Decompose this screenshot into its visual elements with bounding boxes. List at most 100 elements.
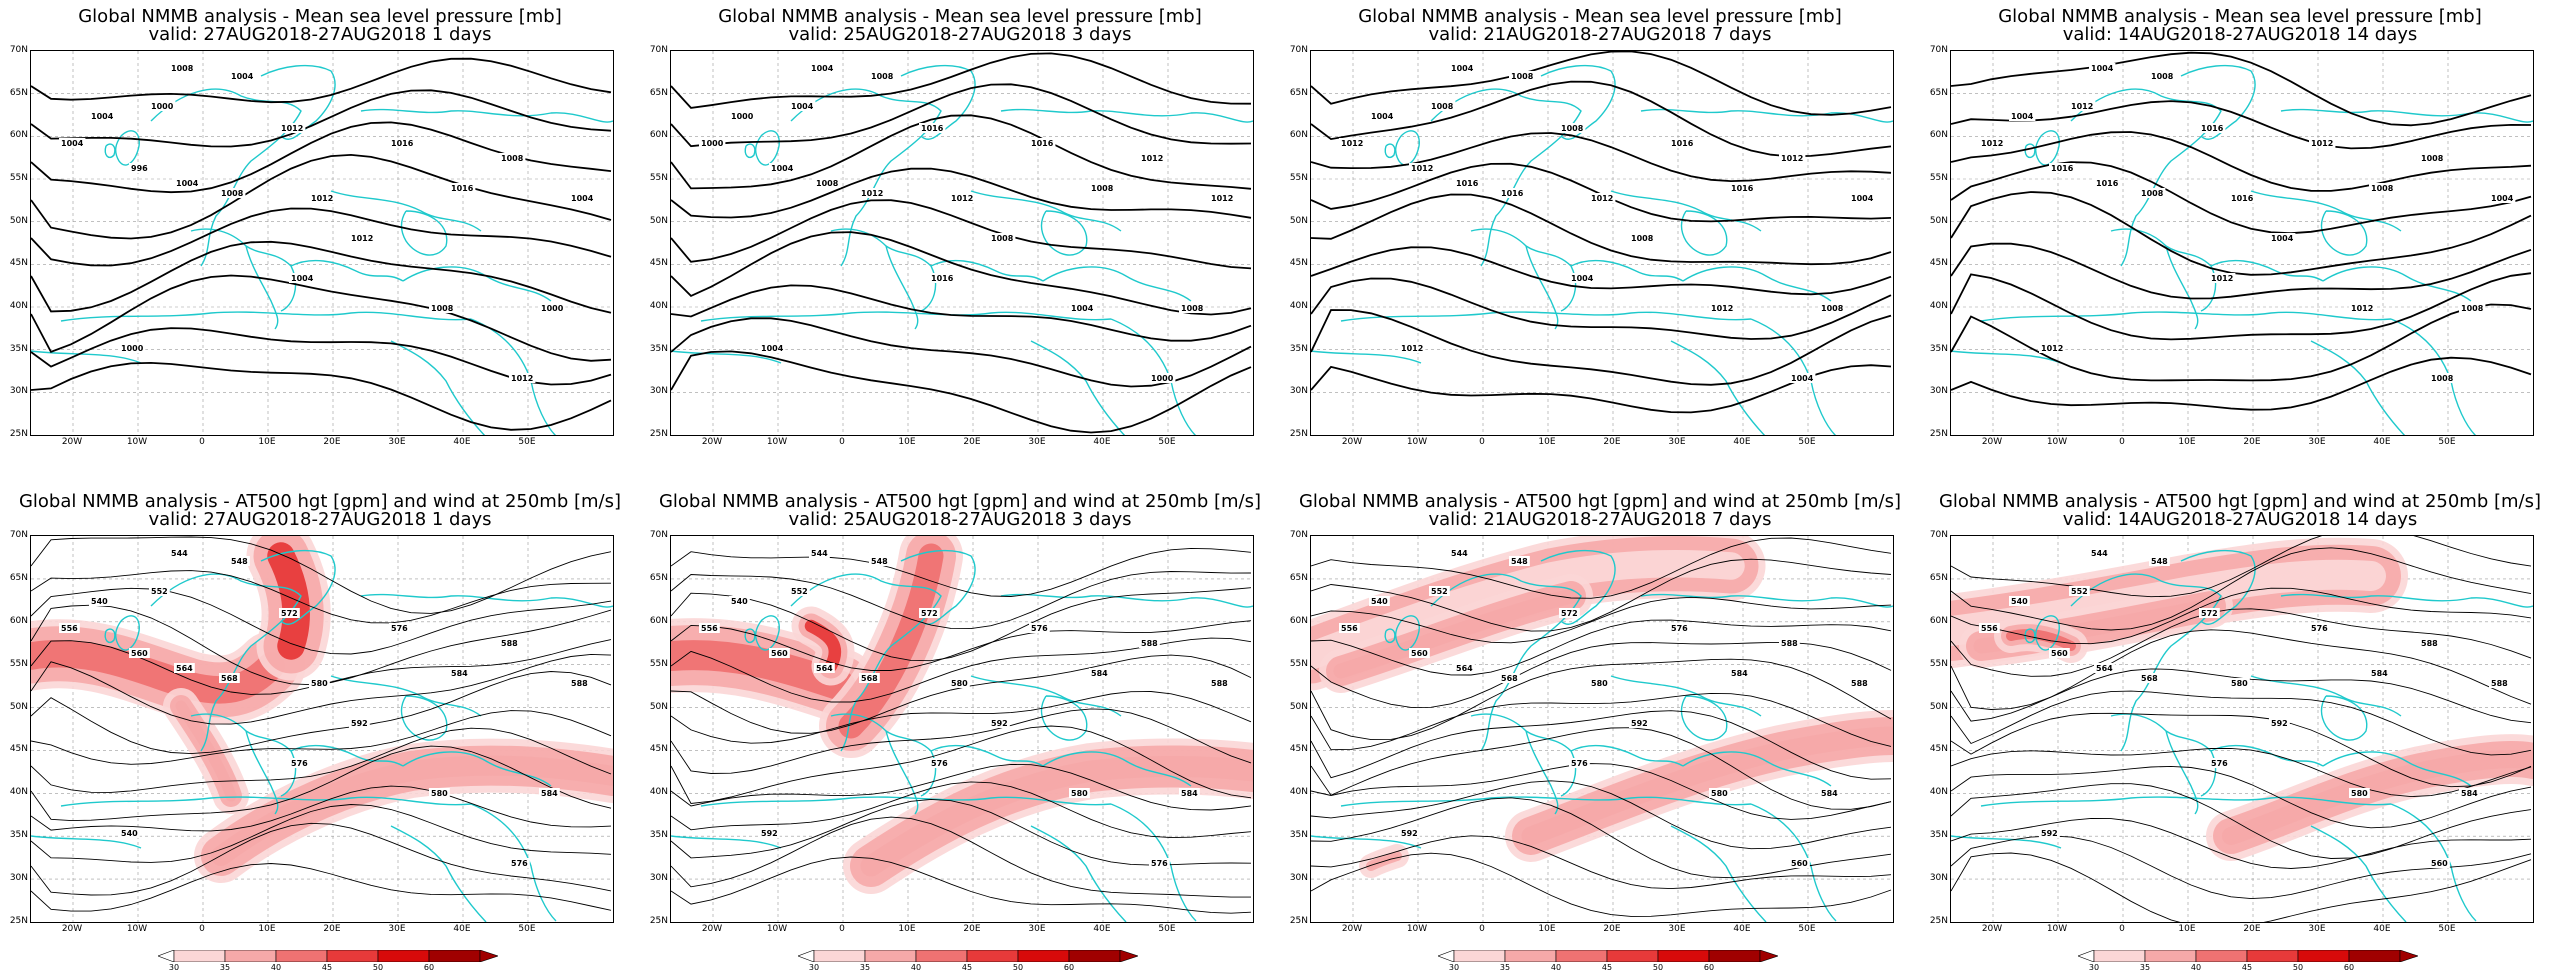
contour-lines [31, 536, 612, 912]
panel-valid-period: valid: 14AUG2018-27AUG2018 14 days [2062, 24, 2418, 45]
contour-label: 572 [281, 609, 298, 618]
contour-label: 1008 [871, 72, 894, 81]
contour-lines [1311, 51, 1892, 414]
contour-label: 1016 [1456, 179, 1479, 188]
lat-tick-label: 45N [9, 258, 28, 269]
lat-tick-label: 30N [649, 873, 668, 884]
contour-label: 572 [2201, 609, 2218, 618]
contour-label: 1000 [541, 304, 564, 313]
lat-tick-label: 50N [9, 701, 28, 712]
contour-label: 580 [2231, 679, 2248, 688]
lat-tick-label: 30N [1289, 386, 1308, 397]
contour-label: 1008 [2141, 189, 2164, 198]
lon-tick-label: 20E [963, 924, 981, 934]
lon-tick-label: 0 [2119, 924, 2125, 934]
contour-labels: 540 544 548 552 556 560 564 568 572 576 580 584 588 5… [699, 548, 1230, 868]
contour-label: 1004 [2091, 64, 2114, 73]
lon-tick-label: 30E [2308, 924, 2326, 934]
map-panel-mslp-1d: Global NMMB analysis - Mean sea level pr… [0, 0, 640, 480]
colorbar-tick-label: 40 [1550, 963, 1562, 972]
colorbar-tick-label: 30 [808, 963, 820, 972]
panel-valid-period: valid: 21AUG2018-27AUG2018 7 days [1428, 24, 1772, 45]
wind-colorbar [798, 950, 1138, 962]
contour-label: 1000 [701, 139, 724, 148]
contour-label: 1008 [2461, 304, 2484, 313]
lon-tick-label: 50E [1798, 924, 1816, 934]
lat-tick-label: 40N [9, 787, 28, 798]
lat-tick-label: 45N [649, 744, 668, 755]
lon-tick-label: 10W [126, 437, 148, 447]
contour-label: 1012 [2071, 102, 2093, 111]
jet-wind-shading [31, 536, 613, 883]
contour-label: 1012 [2211, 274, 2233, 283]
colorbar-tick-label: 45 [321, 963, 333, 972]
contour-label: 1008 [1561, 124, 1584, 133]
lon-tick-label: 50E [1158, 924, 1176, 934]
lat-tick-label: 65N [1929, 572, 1948, 583]
contour-label: 1012 [2311, 139, 2333, 148]
contour-label: 1012 [861, 189, 883, 198]
contour-label: 568 [2141, 674, 2158, 683]
contour-label: 1012 [1341, 139, 1363, 148]
contour-label: 560 [2051, 649, 2068, 658]
contour-label: 1012 [1211, 194, 1233, 203]
lat-tick-label: 30N [9, 873, 28, 884]
contour-label: 544 [171, 549, 188, 558]
colorbar-tick-label: 35 [2139, 963, 2151, 972]
contour-label: 1004 [61, 139, 84, 148]
lat-tick-label: 55N [1929, 658, 1948, 669]
contour-label: 576 [511, 859, 528, 868]
contour-label: 588 [2491, 679, 2508, 688]
coastlines [671, 64, 1253, 435]
lon-tick-label: 20E [2243, 437, 2261, 447]
contour-label: 564 [176, 664, 193, 673]
lat-tick-label: 65N [9, 87, 28, 98]
contour-label: 572 [1561, 609, 1578, 618]
contour-labels: 540 544 548 552 556 560 564 568 572 576 580 584 588 5… [1979, 548, 2510, 868]
contour-label: 580 [951, 679, 968, 688]
contour-label: 540 [731, 597, 748, 606]
contour-label: 1008 [2371, 184, 2394, 193]
lon-tick-label: 50E [518, 924, 536, 934]
contour-label: 540 [121, 829, 138, 838]
contour-label: 1016 [1731, 184, 1754, 193]
contour-label: 588 [1851, 679, 1868, 688]
panel-title: Global NMMB analysis - AT500 hgt [gpm] a… [1938, 491, 2542, 512]
lon-tick-label: 30E [1028, 924, 1046, 934]
lon-tick-label: 10W [766, 437, 788, 447]
lat-tick-label: 70N [1929, 530, 1948, 540]
lat-tick-label: 70N [9, 530, 28, 540]
jet-wind-shading [1311, 536, 1893, 878]
colorbar-tick-label: 30 [1448, 963, 1460, 972]
lon-tick-label: 20E [2243, 924, 2261, 934]
lon-tick-label: 10W [126, 924, 148, 934]
colorbar-tick-label: 60 [1703, 963, 1715, 972]
lat-tick-label: 45N [1929, 744, 1948, 755]
colorbar-tick-label: 60 [2343, 963, 2355, 972]
contour-label: 584 [1091, 669, 1108, 678]
coastlines [1951, 64, 2533, 435]
contour-labels: 1000 1004 1008 1004 1000 1004 1008 1012 1016 1016… [699, 63, 1236, 383]
contour-label: 1004 [291, 274, 314, 283]
contour-label: 1008 [2421, 154, 2444, 163]
contour-label: 560 [1791, 859, 1808, 868]
map-panel-mslp-7d: Global NMMB analysis - Mean sea level pr… [1280, 0, 1920, 480]
lon-tick-label: 10E [258, 924, 276, 934]
lon-tick-label: 30E [1668, 924, 1686, 934]
contour-label: 1016 [2096, 179, 2119, 188]
contour-label: 580 [2351, 789, 2368, 798]
lon-tick-label: 10W [2046, 437, 2068, 447]
contour-label: 1012 [2041, 344, 2063, 353]
lat-tick-label: 25N [649, 429, 668, 439]
lat-tick-label: 65N [649, 87, 668, 98]
contour-label: 568 [221, 674, 238, 683]
contour-labels: 1004 1004 1008 1012 1012 1016 1016 1008 1016 1012… [1979, 63, 2516, 383]
lon-tick-label: 0 [839, 437, 845, 447]
lat-tick-label: 40N [1929, 301, 1948, 311]
lon-tick-label: 30E [388, 924, 406, 934]
contour-label: 1012 [1401, 344, 1423, 353]
graticule [671, 51, 1253, 435]
contour-label: 544 [1451, 549, 1468, 558]
contour-label: 576 [291, 759, 308, 768]
contour-label: 1012 [281, 124, 303, 133]
